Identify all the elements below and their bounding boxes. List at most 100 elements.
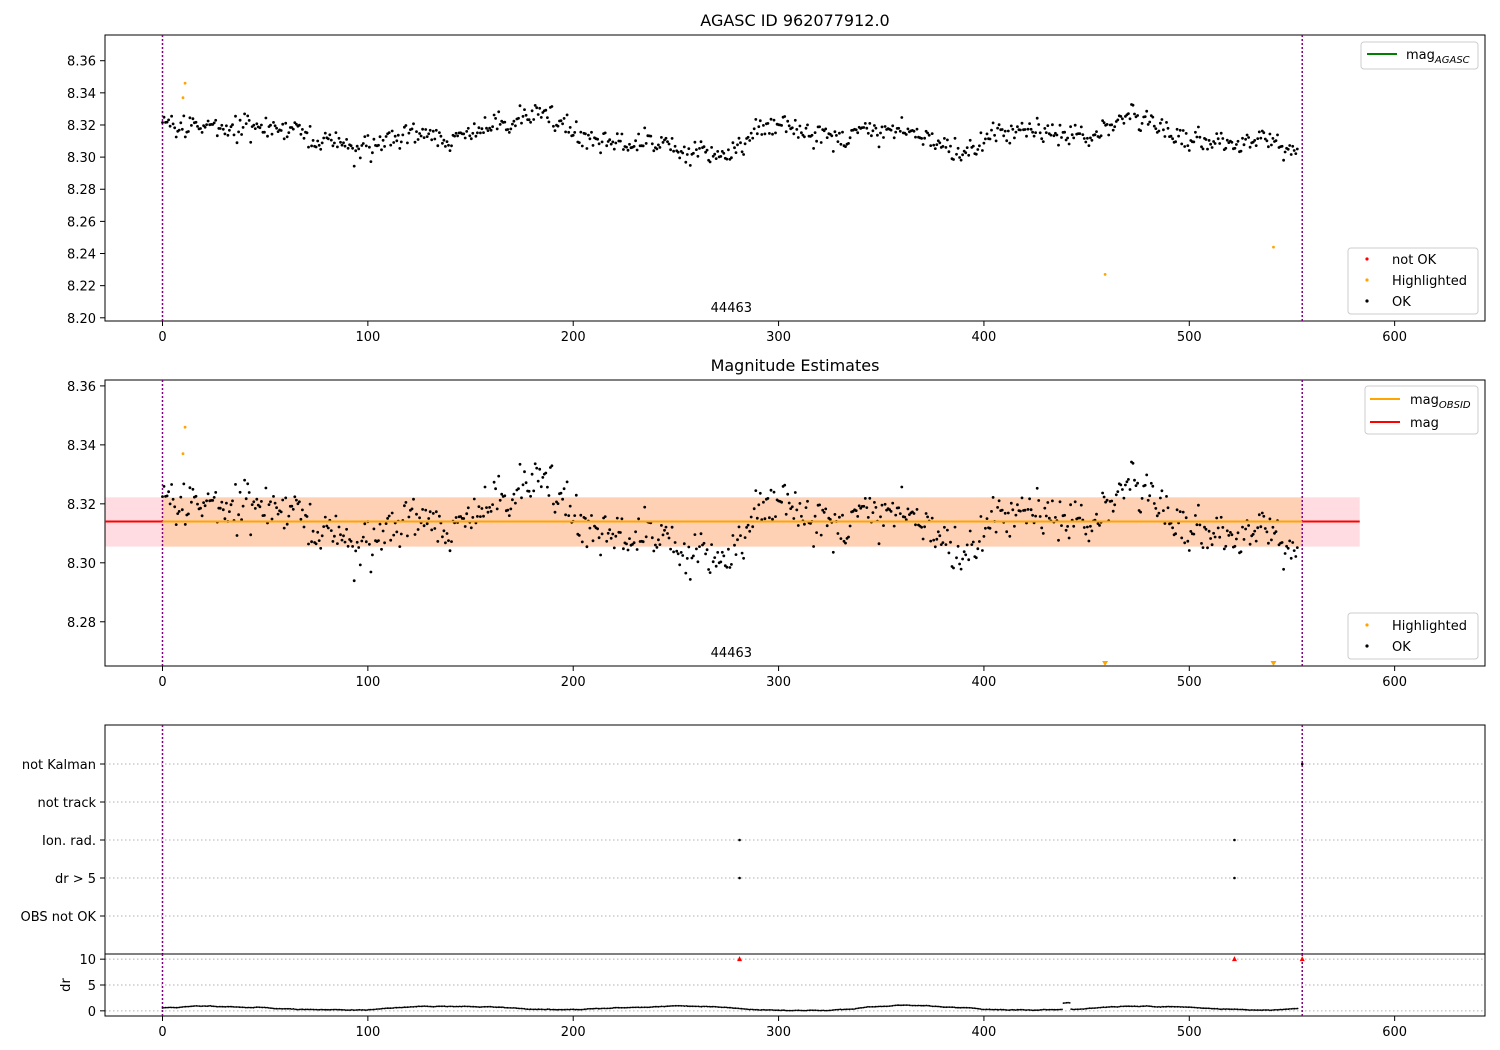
ok-point (1165, 495, 1168, 498)
dr-point (411, 1006, 413, 1008)
dr-point (834, 1008, 837, 1011)
ok-point (1034, 514, 1037, 518)
dr-point (520, 1007, 523, 1010)
dr-point (429, 1005, 432, 1008)
ok-point (752, 507, 756, 511)
dr-point (1135, 1005, 1137, 1008)
dr-point (662, 1005, 664, 1008)
ok-point (1051, 499, 1054, 503)
ok-point (406, 534, 409, 538)
ok-point (935, 537, 939, 541)
dr-point (538, 1008, 541, 1011)
ok-point (1003, 129, 1007, 133)
ok-point (1143, 115, 1147, 118)
ok-point (982, 141, 986, 145)
ok-point (894, 130, 898, 134)
dr-point (1156, 1006, 1159, 1008)
dr-point (1165, 1005, 1168, 1008)
x-tick-label: 500 (1177, 330, 1202, 345)
x-tick-label: 0 (158, 330, 166, 345)
ok-point (314, 145, 318, 149)
ok-point (514, 124, 517, 128)
ok-point (927, 133, 931, 137)
ok-point (387, 514, 391, 518)
dr-point (642, 1006, 644, 1009)
ok-point (1127, 112, 1130, 115)
plot-frame (104, 34, 1486, 322)
dr-point (694, 1005, 697, 1008)
ok-point (991, 496, 995, 499)
ok-point (546, 485, 549, 489)
ok-point (696, 560, 700, 564)
ok-point (1201, 147, 1205, 151)
dr-point (1238, 1008, 1240, 1011)
dr-point (280, 1007, 282, 1010)
ok-point (1210, 543, 1214, 547)
ok-point (1145, 109, 1149, 113)
dr-point (820, 1009, 823, 1012)
dr-point (1272, 1009, 1274, 1011)
y-tick-label: 8.32 (67, 119, 96, 134)
ok-point (953, 525, 957, 529)
ok-point (561, 497, 564, 501)
ok-point (748, 529, 752, 533)
ok-point (661, 533, 665, 537)
ok-point (825, 524, 829, 528)
ok-point (1186, 144, 1190, 148)
ok-point (1124, 483, 1127, 487)
ok-point (223, 132, 227, 136)
ok-point (1052, 134, 1056, 138)
ok-point (454, 516, 458, 519)
ok-point (247, 119, 251, 122)
dr-point (203, 1005, 206, 1007)
ok-point (892, 524, 896, 528)
ok-point (891, 501, 895, 505)
ok-point (1219, 515, 1223, 519)
ok-point (226, 133, 230, 137)
dr-point (779, 1009, 781, 1012)
ok-point (865, 126, 869, 130)
ok-point (190, 124, 193, 127)
ok-point (1133, 478, 1136, 482)
ok-point (844, 541, 847, 545)
ok-point (244, 122, 248, 125)
ok-point (854, 128, 858, 132)
ok-point (547, 494, 551, 497)
ok-point (183, 135, 187, 139)
dr-point (326, 1008, 329, 1011)
dr-point (683, 1005, 686, 1007)
ok-point (824, 507, 828, 511)
dr-point (1259, 1009, 1262, 1011)
ok-point (535, 106, 539, 110)
ok-point (479, 131, 482, 135)
ok-point (433, 137, 437, 141)
dr-point (882, 1005, 885, 1008)
ok-point (943, 137, 946, 140)
ok-point (737, 136, 741, 140)
x-tick-label: 600 (1382, 1025, 1407, 1040)
dr-point (763, 1009, 766, 1011)
ok-point (1262, 131, 1266, 135)
ok-point (789, 507, 793, 510)
dr-point (327, 1008, 330, 1011)
ok-point (521, 483, 525, 487)
ok-point (819, 533, 823, 537)
ok-point (205, 123, 209, 126)
dr-point (281, 1008, 284, 1010)
ok-point (672, 550, 675, 554)
ok-point (941, 541, 945, 544)
ok-point (652, 149, 656, 153)
ok-point (1247, 136, 1250, 139)
ok-point (1181, 510, 1185, 514)
dr-point (1068, 1002, 1071, 1004)
dr-point (218, 1005, 221, 1008)
dr-point (619, 1006, 621, 1009)
dr-point (1185, 1006, 1188, 1008)
ok-point (404, 501, 408, 504)
dr-point (438, 1005, 441, 1008)
ok-point (1040, 526, 1044, 530)
ok-point (1155, 514, 1159, 518)
ok-point (567, 514, 571, 517)
dr-point (1187, 1006, 1190, 1009)
ok-point (612, 546, 616, 550)
